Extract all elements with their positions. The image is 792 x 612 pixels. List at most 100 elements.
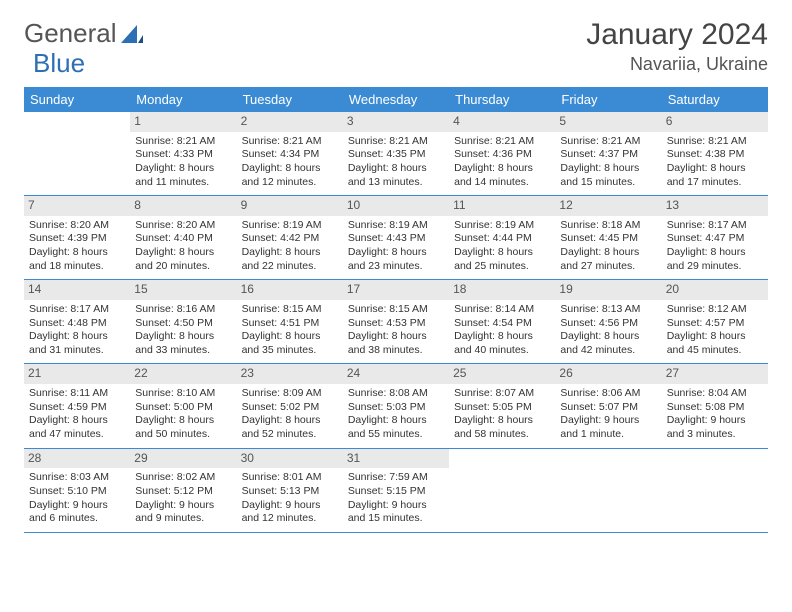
calendar-day-cell: 2Sunrise: 8:21 AMSunset: 4:34 PMDaylight… bbox=[237, 112, 343, 196]
day-number: 27 bbox=[662, 364, 768, 384]
sunrise-text: Sunrise: 8:10 AM bbox=[135, 387, 231, 401]
sunrise-text: Sunrise: 8:07 AM bbox=[454, 387, 550, 401]
sunrise-text: Sunrise: 8:11 AM bbox=[29, 387, 125, 401]
sunset-text: Sunset: 5:15 PM bbox=[348, 485, 444, 499]
calendar-day-cell: 29 Sunrise: 8:02 AMSunset: 5:12 PMDayligh… bbox=[130, 448, 236, 532]
weekday-header: Sunday bbox=[24, 87, 130, 112]
sunset-text: Sunset: 5:12 PM bbox=[135, 485, 231, 499]
calendar-day-cell: . bbox=[449, 448, 555, 532]
calendar-day-cell: 7Sunrise: 8:20 AMSunset: 4:39 PMDaylight… bbox=[24, 196, 130, 280]
calendar-day-cell: 30Sunrise: 8:01 AMSunset: 5:13 PMDayligh… bbox=[237, 448, 343, 532]
sunset-text: Sunset: 5:07 PM bbox=[560, 401, 656, 415]
calendar-body: .1Sunrise: 8:21 AMSunset: 4:33 PMDayligh… bbox=[24, 112, 768, 532]
day-number: 1 bbox=[130, 112, 236, 132]
sunset-text: Sunset: 5:08 PM bbox=[667, 401, 763, 415]
sunrise-text: Sunrise: 8:02 AM bbox=[135, 471, 231, 485]
day-number: 22 bbox=[130, 364, 236, 384]
sunset-text: Sunset: 4:50 PM bbox=[135, 317, 231, 331]
daylight-text: Daylight: 8 hours and 22 minutes. bbox=[242, 246, 338, 273]
calendar-week-row: 7Sunrise: 8:20 AMSunset: 4:39 PMDaylight… bbox=[24, 196, 768, 280]
daylight-text: Daylight: 9 hours and 6 minutes. bbox=[29, 499, 125, 526]
daylight-text: Daylight: 8 hours and 42 minutes. bbox=[560, 330, 656, 357]
calendar-day-cell: . bbox=[24, 112, 130, 196]
calendar-day-cell: 4Sunrise: 8:21 AMSunset: 4:36 PMDaylight… bbox=[449, 112, 555, 196]
sunrise-text: Sunrise: 8:06 AM bbox=[560, 387, 656, 401]
location-text: Navariia, Ukraine bbox=[586, 54, 768, 75]
logo: General bbox=[24, 18, 147, 49]
sunset-text: Sunset: 5:00 PM bbox=[135, 401, 231, 415]
daylight-text: Daylight: 8 hours and 50 minutes. bbox=[135, 414, 231, 441]
sunset-text: Sunset: 4:51 PM bbox=[242, 317, 338, 331]
day-number: 2 bbox=[237, 112, 343, 132]
sunset-text: Sunset: 4:40 PM bbox=[135, 232, 231, 246]
calendar-day-cell: 3Sunrise: 8:21 AMSunset: 4:35 PMDaylight… bbox=[343, 112, 449, 196]
day-number: 23 bbox=[237, 364, 343, 384]
day-number: 9 bbox=[237, 196, 343, 216]
calendar-day-cell: 8 Sunrise: 8:20 AMSunset: 4:40 PMDaylight… bbox=[130, 196, 236, 280]
calendar-day-cell: 26Sunrise: 8:06 AMSunset: 5:07 PMDayligh… bbox=[555, 364, 661, 448]
daylight-text: Daylight: 8 hours and 58 minutes. bbox=[454, 414, 550, 441]
daylight-text: Daylight: 9 hours and 15 minutes. bbox=[348, 499, 444, 526]
logo-text-1: General bbox=[24, 18, 117, 49]
day-number: 25 bbox=[449, 364, 555, 384]
daylight-text: Daylight: 8 hours and 25 minutes. bbox=[454, 246, 550, 273]
calendar-day-cell: 17Sunrise: 8:15 AMSunset: 4:53 PMDayligh… bbox=[343, 280, 449, 364]
calendar-day-cell: 15 Sunrise: 8:16 AMSunset: 4:50 PMDayligh… bbox=[130, 280, 236, 364]
sunset-text: Sunset: 5:05 PM bbox=[454, 401, 550, 415]
sunset-text: Sunset: 4:59 PM bbox=[29, 401, 125, 415]
calendar-day-cell: 14Sunrise: 8:17 AMSunset: 4:48 PMDayligh… bbox=[24, 280, 130, 364]
day-number: 14 bbox=[24, 280, 130, 300]
calendar-day-cell: 31Sunrise: 7:59 AMSunset: 5:15 PMDayligh… bbox=[343, 448, 449, 532]
daylight-text: Daylight: 8 hours and 45 minutes. bbox=[667, 330, 763, 357]
logo-text-2: Blue bbox=[33, 48, 85, 79]
daylight-text: Daylight: 8 hours and 38 minutes. bbox=[348, 330, 444, 357]
day-number: 7 bbox=[24, 196, 130, 216]
daylight-text: Daylight: 8 hours and 31 minutes. bbox=[29, 330, 125, 357]
calendar-week-row: 21Sunrise: 8:11 AMSunset: 4:59 PMDayligh… bbox=[24, 364, 768, 448]
sunset-text: Sunset: 5:02 PM bbox=[242, 401, 338, 415]
daylight-text: Daylight: 8 hours and 18 minutes. bbox=[29, 246, 125, 273]
sunset-text: Sunset: 4:44 PM bbox=[454, 232, 550, 246]
calendar-day-cell: 28Sunrise: 8:03 AMSunset: 5:10 PMDayligh… bbox=[24, 448, 130, 532]
day-number: 29 bbox=[130, 449, 236, 469]
sunrise-text: Sunrise: 8:15 AM bbox=[348, 303, 444, 317]
sunrise-text: Sunrise: 8:16 AM bbox=[135, 303, 231, 317]
day-number: 12 bbox=[555, 196, 661, 216]
sunrise-text: Sunrise: 8:01 AM bbox=[242, 471, 338, 485]
daylight-text: Daylight: 8 hours and 27 minutes. bbox=[560, 246, 656, 273]
sunrise-text: Sunrise: 8:20 AM bbox=[135, 219, 231, 233]
sunset-text: Sunset: 4:48 PM bbox=[29, 317, 125, 331]
sunrise-text: Sunrise: 8:14 AM bbox=[454, 303, 550, 317]
daylight-text: Daylight: 9 hours and 9 minutes. bbox=[135, 499, 231, 526]
day-number: 5 bbox=[555, 112, 661, 132]
header: General January 2024 Navariia, Ukraine bbox=[24, 18, 768, 75]
calendar-day-cell: 24Sunrise: 8:08 AMSunset: 5:03 PMDayligh… bbox=[343, 364, 449, 448]
calendar-day-cell: 12Sunrise: 8:18 AMSunset: 4:45 PMDayligh… bbox=[555, 196, 661, 280]
sunrise-text: Sunrise: 8:04 AM bbox=[667, 387, 763, 401]
daylight-text: Daylight: 8 hours and 20 minutes. bbox=[135, 246, 231, 273]
day-number: 31 bbox=[343, 449, 449, 469]
weekday-header: Saturday bbox=[662, 87, 768, 112]
sunset-text: Sunset: 4:34 PM bbox=[242, 148, 338, 162]
daylight-text: Daylight: 8 hours and 13 minutes. bbox=[348, 162, 444, 189]
daylight-text: Daylight: 8 hours and 14 minutes. bbox=[454, 162, 550, 189]
daylight-text: Daylight: 8 hours and 33 minutes. bbox=[135, 330, 231, 357]
sunset-text: Sunset: 4:36 PM bbox=[454, 148, 550, 162]
sunrise-text: Sunrise: 8:15 AM bbox=[242, 303, 338, 317]
sunset-text: Sunset: 4:54 PM bbox=[454, 317, 550, 331]
day-number: 15 bbox=[130, 280, 236, 300]
daylight-text: Daylight: 8 hours and 15 minutes. bbox=[560, 162, 656, 189]
sunset-text: Sunset: 4:43 PM bbox=[348, 232, 444, 246]
calendar-day-cell: 21Sunrise: 8:11 AMSunset: 4:59 PMDayligh… bbox=[24, 364, 130, 448]
weekday-header: Tuesday bbox=[237, 87, 343, 112]
day-number: 8 bbox=[130, 196, 236, 216]
day-number: 13 bbox=[662, 196, 768, 216]
sunrise-text: Sunrise: 8:19 AM bbox=[242, 219, 338, 233]
sunset-text: Sunset: 4:53 PM bbox=[348, 317, 444, 331]
daylight-text: Daylight: 8 hours and 17 minutes. bbox=[667, 162, 763, 189]
calendar-day-cell: 27Sunrise: 8:04 AMSunset: 5:08 PMDayligh… bbox=[662, 364, 768, 448]
sunset-text: Sunset: 4:45 PM bbox=[560, 232, 656, 246]
calendar-header-row: SundayMondayTuesdayWednesdayThursdayFrid… bbox=[24, 87, 768, 112]
daylight-text: Daylight: 9 hours and 12 minutes. bbox=[242, 499, 338, 526]
calendar-week-row: 14Sunrise: 8:17 AMSunset: 4:48 PMDayligh… bbox=[24, 280, 768, 364]
